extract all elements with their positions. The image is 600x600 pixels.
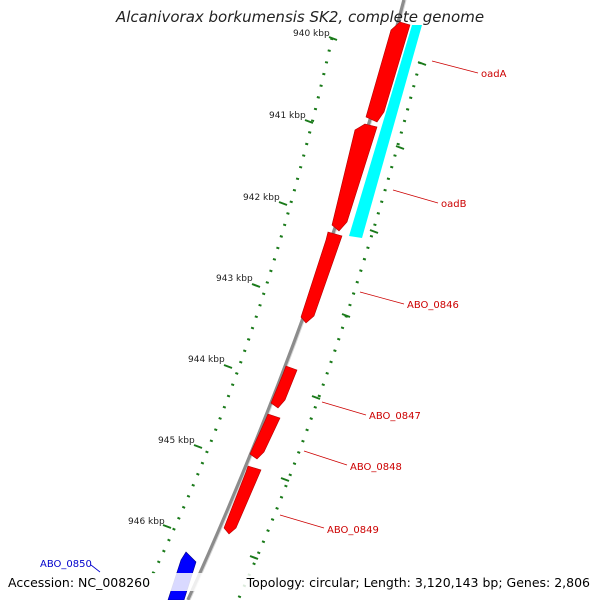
tick-label: 940 kbp: [293, 29, 330, 39]
gene-label-ABO_0847[interactable]: ABO_0847: [369, 411, 421, 422]
label-line-ABO_0847: [321, 401, 367, 416]
label-line-oadA: [431, 60, 479, 74]
label-line-ABO_0848: [303, 450, 348, 466]
gene-arrow-ABO_0848[interactable]: [249, 413, 281, 460]
gene-label-oadB[interactable]: oadB: [441, 199, 467, 210]
right-tick-track: [236, 61, 422, 600]
gene-label-ABO_0849[interactable]: ABO_0849: [327, 525, 379, 536]
kbp-ticks: 940 kbp 941 kbp 942 kbp 943 kbp 944 kbp …: [128, 29, 338, 529]
gene-arrow-oadB[interactable]: [331, 123, 378, 232]
tick-label: 944 kbp: [188, 355, 225, 365]
label-line-oadB: [392, 189, 439, 204]
label-line-ABO_0849: [279, 514, 325, 529]
feature-band: [349, 25, 422, 238]
gene-label-oadA[interactable]: oadA: [481, 69, 507, 80]
tick-label: 942 kbp: [243, 193, 280, 203]
topology-text: Topology: circular; Length: 3,120,143 bp…: [246, 575, 590, 590]
gene-arrow-ABO_0847[interactable]: [270, 365, 298, 409]
tick-label: 946 kbp: [128, 517, 165, 527]
tick-label: 941 kbp: [269, 111, 306, 121]
accession-text: Accession: NC_008260: [8, 575, 150, 590]
label-line-ABO_0846: [359, 291, 405, 305]
tick-label: 945 kbp: [158, 436, 195, 446]
gene-arrow-ABO_0849[interactable]: [223, 465, 262, 535]
gene-label-ABO_0846[interactable]: ABO_0846: [407, 300, 459, 311]
tick-label: 943 kbp: [216, 274, 253, 284]
gene-label-ABO_0850[interactable]: ABO_0850: [40, 559, 92, 570]
footer-bg: [0, 573, 600, 591]
gene-label-ABO_0848[interactable]: ABO_0848: [350, 462, 402, 473]
gene-arrow-ABO_0846[interactable]: [300, 231, 343, 324]
genome-title: Alcanivorax borkumensis SK2, complete ge…: [115, 8, 484, 26]
right-track-ticks: [249, 61, 427, 560]
label-line-ABO_0850: [90, 564, 101, 573]
backbone-circle-arc: [186, 0, 406, 600]
gene-arrow-oadA[interactable]: [365, 21, 411, 123]
